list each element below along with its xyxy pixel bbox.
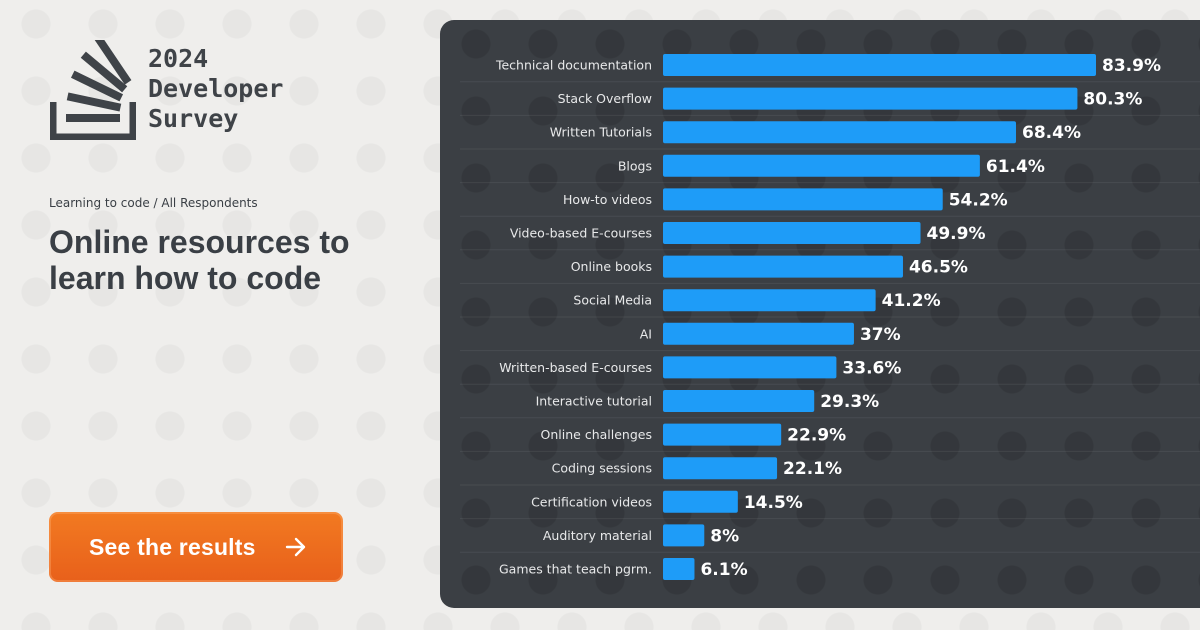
wordmark-line2: Developer xyxy=(148,74,284,103)
bar xyxy=(663,322,854,345)
bar xyxy=(663,54,1096,76)
category-label: Blogs xyxy=(618,158,652,173)
bar xyxy=(663,457,778,480)
value-label: 46.5% xyxy=(909,258,968,278)
survey-wordmark: 2024 Developer Survey xyxy=(148,44,283,134)
stack-overflow-logo-icon xyxy=(50,40,136,140)
category-label: How-to videos xyxy=(563,192,652,207)
value-label: 14.5% xyxy=(744,493,803,513)
category-label: Technical documentation xyxy=(495,58,652,73)
page-title: Online resources to learn how to code xyxy=(49,224,350,296)
value-label: 29.3% xyxy=(820,392,879,412)
category-label: Stack Overflow xyxy=(558,91,652,106)
see-results-button[interactable]: See the results xyxy=(49,512,343,582)
arrow-right-icon xyxy=(285,537,306,557)
category-label: Social Media xyxy=(573,293,652,308)
bar xyxy=(663,121,1017,144)
category-label: Online challenges xyxy=(541,427,652,442)
category-label: AI xyxy=(640,326,652,341)
value-label: 6.1% xyxy=(700,560,747,580)
bar xyxy=(663,558,695,580)
category-label: Written-based E-courses xyxy=(499,360,652,375)
category-label: Auditory material xyxy=(543,528,652,543)
value-label: 22.1% xyxy=(783,459,842,479)
see-results-label: See the results xyxy=(89,533,256,560)
category-label: Online books xyxy=(571,259,652,274)
bar xyxy=(663,255,903,278)
bar xyxy=(663,188,943,211)
chart-panel: Technical documentation 83.9% Stack Overfl… xyxy=(440,20,1200,608)
category-label: Video-based E-courses xyxy=(510,226,652,241)
value-label: 49.9% xyxy=(927,224,986,244)
category-label: Coding sessions xyxy=(552,461,652,476)
value-label: 68.4% xyxy=(1022,123,1081,143)
wordmark-line3: Survey xyxy=(148,104,239,133)
category-label: Certification videos xyxy=(531,494,652,509)
bar xyxy=(663,222,921,244)
wordmark-year: 2024 xyxy=(148,44,209,73)
value-label: 41.2% xyxy=(882,291,941,311)
bar xyxy=(663,423,782,446)
value-label: 61.4% xyxy=(986,157,1045,177)
category-label: Games that teach pgrm. xyxy=(499,562,652,577)
bar xyxy=(663,490,738,513)
bar-chart: Technical documentation 83.9% Stack Overfl… xyxy=(460,54,1200,580)
value-label: 80.3% xyxy=(1083,90,1142,110)
value-label: 83.9% xyxy=(1102,56,1161,76)
breadcrumb: Learning to code / All Respondents xyxy=(49,196,258,210)
value-label: 54.2% xyxy=(949,190,1008,210)
bar xyxy=(663,154,980,177)
category-label: Interactive tutorial xyxy=(536,394,652,409)
bar xyxy=(663,390,815,412)
value-label: 22.9% xyxy=(787,426,846,446)
bar xyxy=(663,524,705,547)
panel-pattern xyxy=(440,20,1200,608)
bar xyxy=(663,289,876,312)
value-label: 33.6% xyxy=(842,358,901,378)
bar xyxy=(663,87,1078,110)
value-label: 8% xyxy=(710,526,739,546)
bar xyxy=(663,356,837,379)
value-label: 37% xyxy=(860,325,901,345)
category-label: Written Tutorials xyxy=(550,125,652,140)
